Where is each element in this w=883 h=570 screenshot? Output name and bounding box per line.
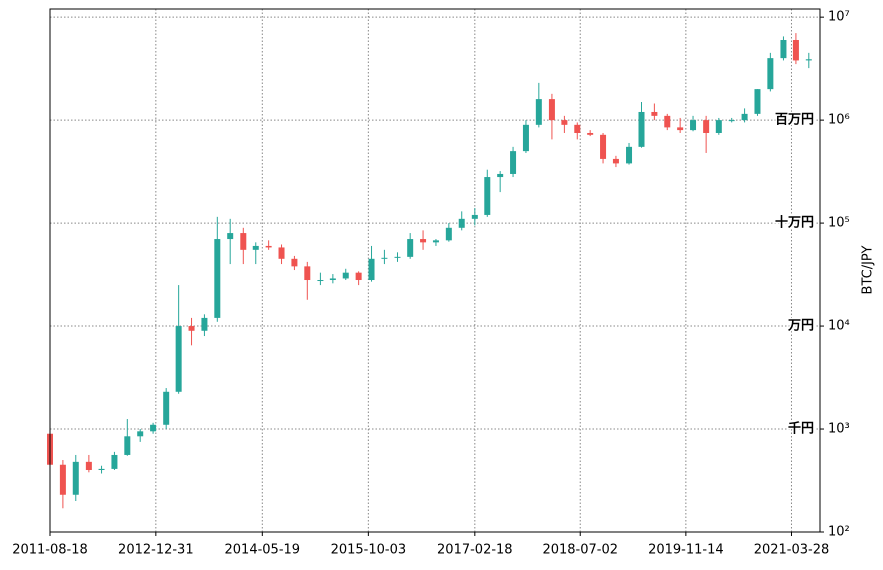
candle-body [703,120,710,133]
candle-body [600,134,607,159]
candle-body [548,99,555,121]
x-tick-label: 2018-07-02 [542,543,618,558]
candle-body [72,461,79,495]
candle-body [792,39,799,61]
candle-body [741,113,748,121]
candle-body [780,39,787,59]
candle-body [265,245,272,248]
candle-body [535,99,542,125]
x-tick-label: 2021-03-28 [754,543,830,558]
x-tick-label: 2011-08-18 [12,543,88,558]
candle-body [626,146,633,164]
candle-body [715,120,722,133]
x-tick-label: 2015-10-03 [331,543,407,558]
y-tick-label: 10² [828,525,850,540]
candle-body [201,317,208,331]
candle-body [278,247,285,259]
x-tick-label: 2017-02-18 [437,543,513,558]
plot-area [50,9,820,532]
annotation: 十万円 [775,215,814,231]
candle-body [137,431,144,437]
candle-body [690,120,697,131]
candle-body [407,239,414,257]
candle-body [574,124,581,133]
candle-body [651,111,658,116]
candle-body [510,151,517,174]
y-axis-label: BTC/JPY [861,246,876,295]
y-tick-label: 10³ [828,422,850,437]
candle-body [445,227,452,241]
candle-body [291,258,298,267]
candle-body [214,239,221,318]
candle-body [124,436,131,455]
candle-body [150,424,157,432]
candle-body [677,127,684,131]
candle-body [368,258,375,281]
candle-body [754,89,761,114]
candle-body [767,58,774,90]
x-tick-label: 2019-11-14 [648,543,724,558]
candle-body [612,158,619,164]
plot-frame [49,8,821,533]
candle-body [304,266,311,281]
y-tick-label: 10⁴ [828,319,850,334]
candle-body [484,177,491,215]
candle-body [638,111,645,147]
candle-body [98,468,105,471]
candle-body [728,120,735,122]
candle-body [188,326,195,331]
candle-body [432,240,439,243]
candle-body [561,120,568,125]
x-tick-label: 2012-12-31 [118,543,194,558]
y-tick-label: 10⁷ [828,10,850,25]
candle-body [342,272,349,279]
candle-body [329,278,336,281]
candle-body [240,233,247,250]
candle-body [175,326,182,392]
candle-body [227,233,234,240]
candle-body [664,115,671,128]
candle-body [355,272,362,281]
candle-body [381,257,388,259]
annotation: 百万円 [775,113,814,128]
y-tick-label: 10⁵ [828,216,850,231]
candle-body [458,218,465,228]
candle-body [252,245,259,250]
candle-body [317,280,324,282]
candle-body [394,256,401,258]
x-tick-label: 2014-05-19 [225,543,301,558]
annotation: 千円 [788,421,814,437]
candle-body [85,461,92,471]
candle-body [522,124,529,152]
annotation: 万円 [787,319,814,334]
y-tick-label: 10⁶ [828,113,850,128]
candle-body [497,173,504,178]
candle-body [805,59,812,61]
candle-body [471,214,478,219]
candle-body [163,391,170,425]
candle-body [420,239,427,243]
candle-body [59,464,66,495]
candle-body [587,132,594,135]
candle-body [111,454,118,469]
